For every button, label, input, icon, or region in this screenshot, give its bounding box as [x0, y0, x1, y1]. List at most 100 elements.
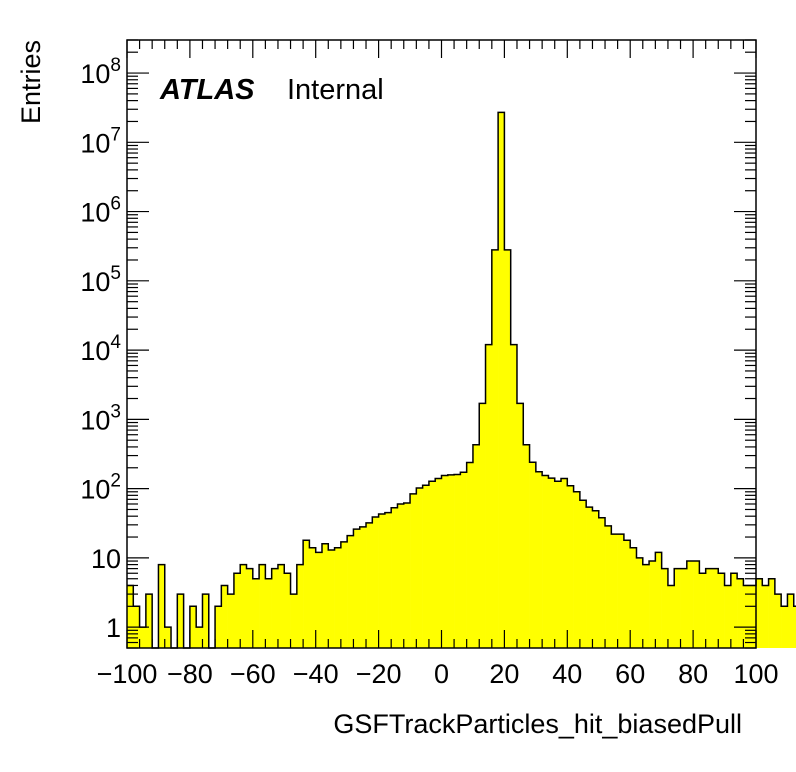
histogram-bar [686, 561, 694, 648]
histogram-bar [391, 507, 398, 648]
x-axis-title: GSFTrackParticles_hit_biasedPull [333, 709, 742, 739]
histogram-bar [303, 540, 310, 648]
histogram-bar [340, 541, 348, 648]
histogram-bar [441, 475, 449, 648]
histogram-bar [271, 568, 279, 648]
histogram-bar [724, 585, 732, 648]
x-tick-label: 100 [733, 659, 778, 689]
histogram-bar [145, 594, 153, 648]
histogram-bar [290, 594, 298, 648]
histogram-bar [177, 594, 184, 648]
histogram-bar [334, 547, 342, 648]
x-tick-label: −60 [230, 659, 276, 689]
y-tick-label: 102 [80, 471, 121, 505]
histogram-bar [277, 564, 285, 648]
histogram-bar [479, 403, 486, 648]
y-axis-title: Entries [16, 40, 46, 124]
histogram-bar [428, 481, 436, 648]
x-tick-label: −40 [293, 659, 339, 689]
histogram-bar [630, 547, 637, 648]
histogram-bar [410, 493, 417, 648]
histogram-bar [661, 568, 669, 648]
histogram-bar [454, 474, 461, 648]
x-tick-label: 0 [434, 659, 449, 689]
histogram-bar [435, 478, 442, 648]
histogram-bar [649, 561, 656, 648]
histogram-bar [240, 564, 247, 648]
x-tick-label: 60 [615, 659, 645, 689]
histogram-bar [189, 606, 197, 648]
histogram-bar [680, 568, 688, 648]
histogram-bar [756, 578, 763, 648]
y-tick-label: 107 [80, 124, 121, 158]
histogram-bar [730, 573, 738, 648]
y-tick-label: 105 [80, 263, 121, 297]
histogram-bar [347, 535, 354, 648]
histogram-bar [384, 512, 392, 648]
histogram-bar [554, 481, 562, 648]
histogram-bar [561, 478, 568, 648]
histogram-bar [586, 507, 593, 648]
histogram-bar [542, 475, 549, 648]
histogram-bar [636, 557, 644, 648]
histogram-bar [196, 627, 203, 648]
internal-label: Internal [287, 74, 384, 106]
histogram-bar [623, 540, 631, 648]
histogram-bar [485, 344, 493, 648]
atlas-label: ATLAS [159, 74, 255, 106]
histogram-bar [705, 568, 713, 648]
histogram-bar [284, 573, 291, 648]
y-tick-label: 1 [106, 613, 121, 643]
histogram-bar [227, 594, 235, 648]
histogram-bar [353, 529, 361, 648]
y-tick-label: 106 [80, 194, 121, 228]
y-tick-label: 10 [91, 544, 121, 574]
histogram-outline [127, 111, 796, 649]
histogram-bar [233, 573, 241, 648]
axis-ticks [126, 39, 757, 649]
histogram-bar [246, 568, 254, 648]
x-tick-label: −80 [167, 659, 213, 689]
histogram-bar [592, 510, 600, 648]
histogram-bar [529, 462, 537, 648]
histogram-bar [403, 503, 411, 648]
histogram-bar [378, 514, 386, 648]
histogram-bar [781, 606, 788, 648]
histogram-bar [265, 578, 272, 648]
x-tick-label: 40 [552, 659, 582, 689]
histogram-bar [718, 573, 725, 648]
histogram-bar [642, 564, 650, 648]
histogram-bar [711, 568, 719, 648]
histogram-bar [567, 485, 574, 648]
histogram-bar [447, 474, 455, 648]
histogram-bar [466, 462, 474, 648]
histogram-bar [535, 471, 543, 648]
histogram-bar [215, 606, 222, 648]
histogram-bar [315, 552, 323, 648]
histogram-bar [504, 249, 511, 649]
histogram-bar [359, 526, 367, 648]
histogram-bar [573, 491, 581, 648]
histogram-bar [510, 344, 518, 648]
x-tick-labels: −100 −80 −60 −40 −20 0 20 40 60 80 100 [97, 659, 779, 689]
histogram-bar [598, 517, 606, 648]
histogram-bar [548, 478, 556, 648]
histogram-bar [737, 578, 744, 648]
histogram-bar [397, 503, 405, 648]
histogram-bar [579, 500, 587, 648]
histogram-bar [139, 627, 147, 648]
histogram-bar [793, 606, 796, 648]
histogram-bar [202, 594, 210, 648]
histogram-bar [127, 585, 134, 648]
x-tick-label: 80 [678, 659, 708, 689]
histogram-bar [221, 585, 228, 648]
histogram-bar [158, 564, 166, 648]
histogram-bar [164, 627, 172, 648]
histogram-bar [655, 552, 662, 648]
y-tick-label: 108 [80, 55, 121, 89]
histogram-bar [699, 573, 706, 648]
histogram-bar [296, 564, 304, 648]
histogram-bar [674, 568, 681, 648]
histogram-bar [372, 516, 379, 648]
